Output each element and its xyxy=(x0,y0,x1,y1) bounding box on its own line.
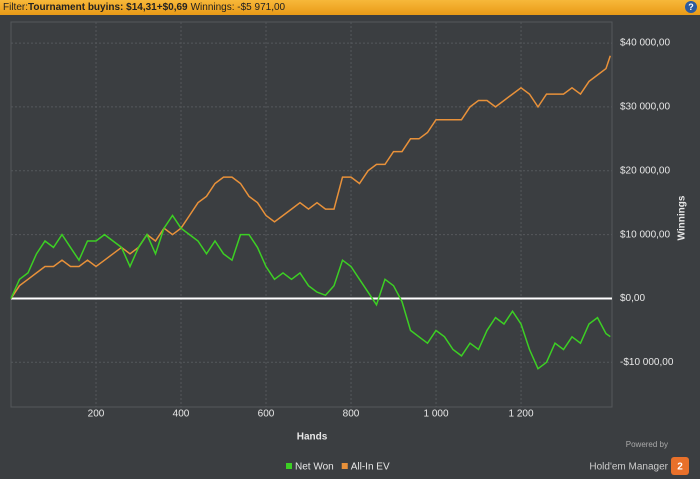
y-tick-label: $10 000,00 xyxy=(620,229,670,240)
y-tick-label: $30 000,00 xyxy=(620,102,670,113)
y-tick-label: $40 000,00 xyxy=(620,38,670,49)
winnings: Winnings: -$5 971,00 xyxy=(190,2,286,13)
x-tick-label: 600 xyxy=(258,409,275,420)
chart: Hands Winnings Powered by Hold'em Manage… xyxy=(10,21,689,475)
logo-badge: 2 xyxy=(677,462,683,473)
legend-label: All-In EV xyxy=(351,462,390,473)
filter-bar: Filter:Tournament buyins: $14,31+$0,69 Wi… xyxy=(0,0,700,15)
y-tick-label: $0,00 xyxy=(620,293,645,304)
help-button[interactable]: ? xyxy=(685,1,697,13)
legend-swatch xyxy=(341,463,348,469)
series-line xyxy=(10,55,612,299)
y-tick-label: $20 000,00 xyxy=(620,165,670,176)
x-tick-label: 800 xyxy=(343,409,360,420)
filter-value: Tournament buyins: $14,31+$0,69 xyxy=(28,2,188,13)
powered-by: Powered by xyxy=(626,440,668,449)
series-line xyxy=(10,214,611,370)
logo xyxy=(671,457,689,475)
x-tick-label: 1 000 xyxy=(424,409,449,420)
product-name: Hold'em Manager xyxy=(589,462,668,473)
x-tick-label: 200 xyxy=(88,409,105,420)
legend-label: Net Won xyxy=(295,462,334,473)
plot-area xyxy=(10,21,613,408)
x-tick-label: 1 200 xyxy=(509,409,534,420)
y-tick-label: -$10 000,00 xyxy=(620,357,674,368)
filter-label: Filter: xyxy=(3,2,28,13)
x-tick-label: 400 xyxy=(173,409,190,420)
x-axis-title: Hands xyxy=(297,432,328,443)
y-axis-title: Winnings xyxy=(677,195,688,240)
legend-swatch xyxy=(286,463,292,469)
